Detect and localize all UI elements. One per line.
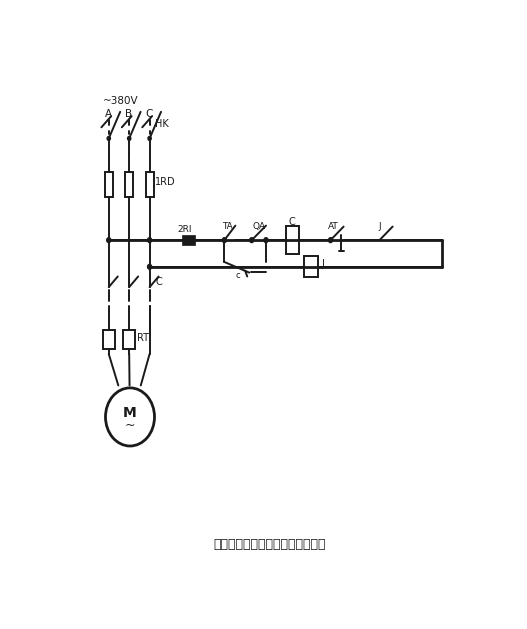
- Bar: [103, 330, 115, 348]
- Text: C: C: [155, 277, 162, 287]
- Text: 加一中间继电器做简易断相保护器: 加一中间继电器做简易断相保护器: [214, 538, 326, 551]
- Circle shape: [107, 136, 110, 140]
- Text: HK: HK: [154, 119, 168, 129]
- Text: QA: QA: [252, 222, 266, 231]
- Text: C: C: [288, 217, 295, 226]
- Circle shape: [106, 238, 111, 243]
- Text: 2RI: 2RI: [177, 225, 191, 234]
- Text: RT: RT: [136, 333, 149, 343]
- Bar: [125, 172, 133, 196]
- Circle shape: [222, 238, 227, 243]
- Circle shape: [250, 238, 254, 243]
- Text: ~380V: ~380V: [103, 96, 138, 106]
- Text: c: c: [236, 271, 240, 280]
- Text: A: A: [105, 109, 112, 120]
- Bar: [123, 330, 135, 348]
- Circle shape: [264, 238, 268, 243]
- Circle shape: [328, 238, 333, 243]
- Text: 1RD: 1RD: [154, 177, 175, 187]
- Text: B: B: [125, 109, 132, 120]
- Text: J: J: [321, 259, 324, 269]
- Text: C: C: [145, 109, 153, 120]
- Text: J: J: [378, 222, 381, 231]
- Circle shape: [128, 136, 131, 140]
- Circle shape: [148, 238, 152, 243]
- Text: ~: ~: [125, 419, 135, 432]
- Text: TA: TA: [222, 222, 232, 231]
- Bar: [286, 226, 299, 254]
- Text: AT: AT: [328, 222, 339, 231]
- Text: M: M: [123, 406, 137, 420]
- Bar: [182, 235, 195, 245]
- Bar: [304, 256, 318, 277]
- Bar: [105, 172, 113, 196]
- Circle shape: [148, 264, 152, 269]
- Circle shape: [148, 136, 151, 140]
- Bar: [145, 172, 154, 196]
